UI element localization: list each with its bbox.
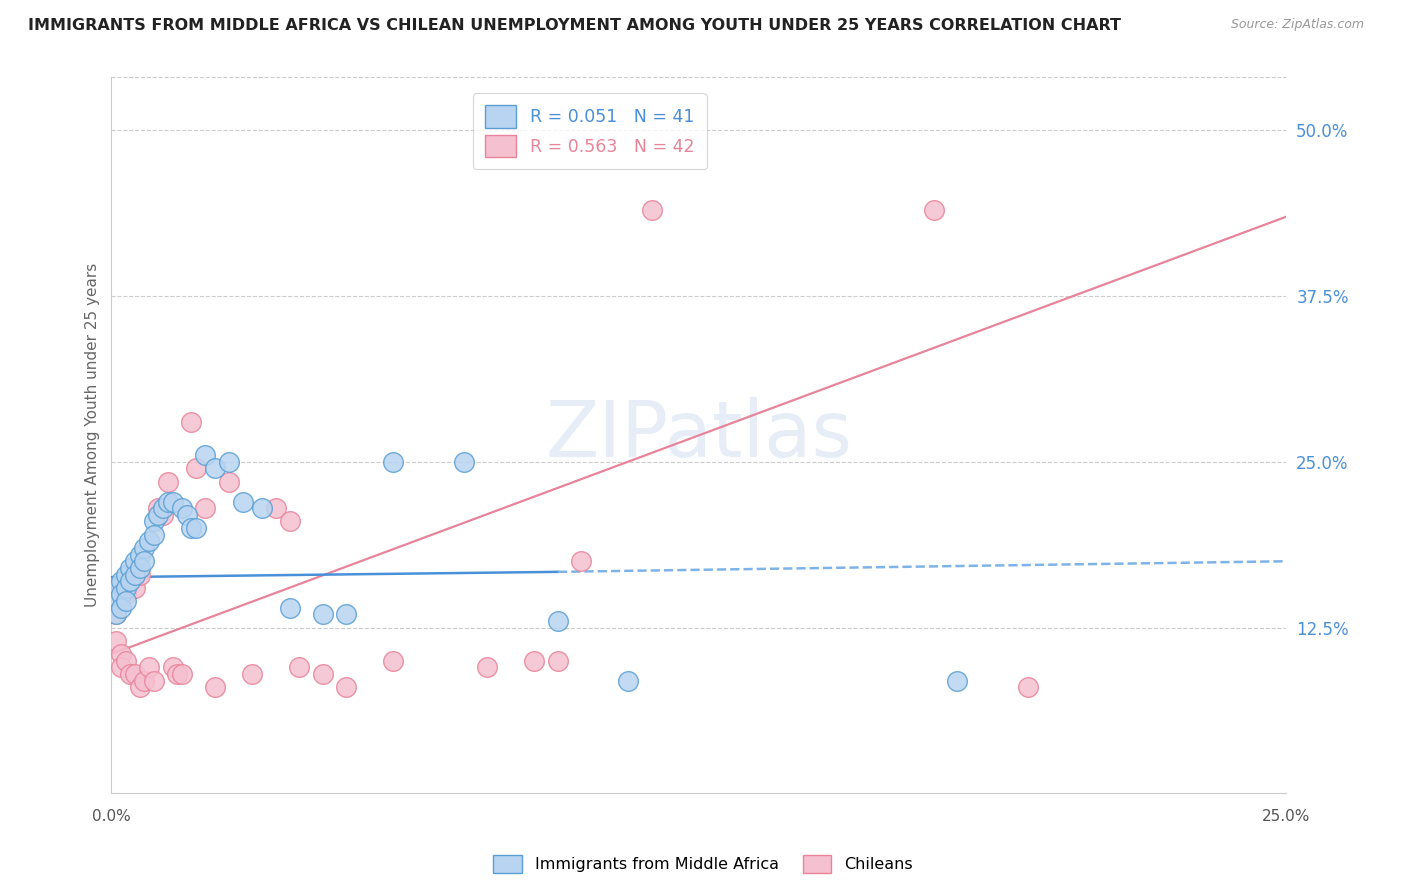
Point — [477, 660, 499, 674]
Point — [162, 494, 184, 508]
Point — [120, 574, 142, 588]
Point — [114, 594, 136, 608]
Y-axis label: Unemployment Among Youth under 25 years: Unemployment Among Youth under 25 years — [86, 263, 100, 607]
Point — [922, 202, 945, 217]
Point — [110, 600, 132, 615]
Point — [156, 475, 179, 489]
Point — [124, 554, 146, 568]
Point — [288, 660, 311, 674]
Point — [142, 527, 165, 541]
Point — [124, 567, 146, 582]
Text: 25.0%: 25.0% — [1263, 809, 1310, 824]
Point — [242, 667, 264, 681]
Point — [152, 508, 174, 522]
Point — [278, 600, 301, 615]
Point — [335, 607, 357, 622]
Point — [170, 501, 193, 516]
Text: Source: ZipAtlas.com: Source: ZipAtlas.com — [1230, 18, 1364, 31]
Point — [382, 455, 405, 469]
Point — [180, 415, 202, 429]
Point — [162, 660, 184, 674]
Point — [134, 541, 156, 555]
Point — [453, 455, 475, 469]
Point — [278, 515, 301, 529]
Point — [1017, 680, 1039, 694]
Legend: Immigrants from Middle Africa, Chileans: Immigrants from Middle Africa, Chileans — [486, 848, 920, 880]
Point — [641, 202, 664, 217]
Point — [138, 660, 160, 674]
Point — [152, 501, 174, 516]
Point — [946, 673, 969, 688]
Point — [232, 494, 254, 508]
Point — [128, 548, 150, 562]
Point — [105, 633, 128, 648]
Point — [128, 680, 150, 694]
Point — [218, 455, 240, 469]
Point — [120, 561, 142, 575]
Point — [204, 680, 226, 694]
Point — [180, 521, 202, 535]
Point — [148, 508, 170, 522]
Point — [250, 501, 273, 516]
Point — [335, 680, 357, 694]
Point — [128, 561, 150, 575]
Point — [105, 594, 128, 608]
Point — [523, 654, 546, 668]
Point — [184, 461, 207, 475]
Point — [312, 607, 335, 622]
Point — [110, 574, 132, 588]
Text: IMMIGRANTS FROM MIDDLE AFRICA VS CHILEAN UNEMPLOYMENT AMONG YOUTH UNDER 25 YEARS: IMMIGRANTS FROM MIDDLE AFRICA VS CHILEAN… — [28, 18, 1121, 33]
Point — [547, 654, 569, 668]
Point — [142, 515, 165, 529]
Point — [617, 673, 640, 688]
Point — [184, 521, 207, 535]
Point — [142, 673, 165, 688]
Point — [110, 647, 132, 661]
Point — [114, 581, 136, 595]
Point — [105, 607, 128, 622]
Point — [124, 581, 146, 595]
Legend: R = 0.051   N = 41, R = 0.563   N = 42: R = 0.051 N = 41, R = 0.563 N = 42 — [472, 94, 707, 169]
Point — [148, 501, 170, 516]
Point — [194, 448, 217, 462]
Point — [105, 607, 128, 622]
Point — [120, 574, 142, 588]
Point — [114, 567, 136, 582]
Point — [110, 587, 132, 601]
Point — [176, 508, 198, 522]
Point — [128, 567, 150, 582]
Point — [110, 581, 132, 595]
Text: 0.0%: 0.0% — [91, 809, 131, 824]
Point — [264, 501, 287, 516]
Point — [114, 654, 136, 668]
Point — [138, 534, 160, 549]
Point — [166, 667, 188, 681]
Point — [124, 667, 146, 681]
Point — [312, 667, 335, 681]
Point — [382, 654, 405, 668]
Point — [114, 587, 136, 601]
Point — [105, 581, 128, 595]
Point — [218, 475, 240, 489]
Point — [194, 501, 217, 516]
Point — [120, 667, 142, 681]
Point — [156, 494, 179, 508]
Point — [105, 594, 128, 608]
Point — [547, 614, 569, 628]
Text: ZIPatlas: ZIPatlas — [546, 397, 852, 474]
Point — [110, 660, 132, 674]
Point — [204, 461, 226, 475]
Point — [134, 673, 156, 688]
Point — [170, 667, 193, 681]
Point — [134, 554, 156, 568]
Point — [571, 554, 593, 568]
